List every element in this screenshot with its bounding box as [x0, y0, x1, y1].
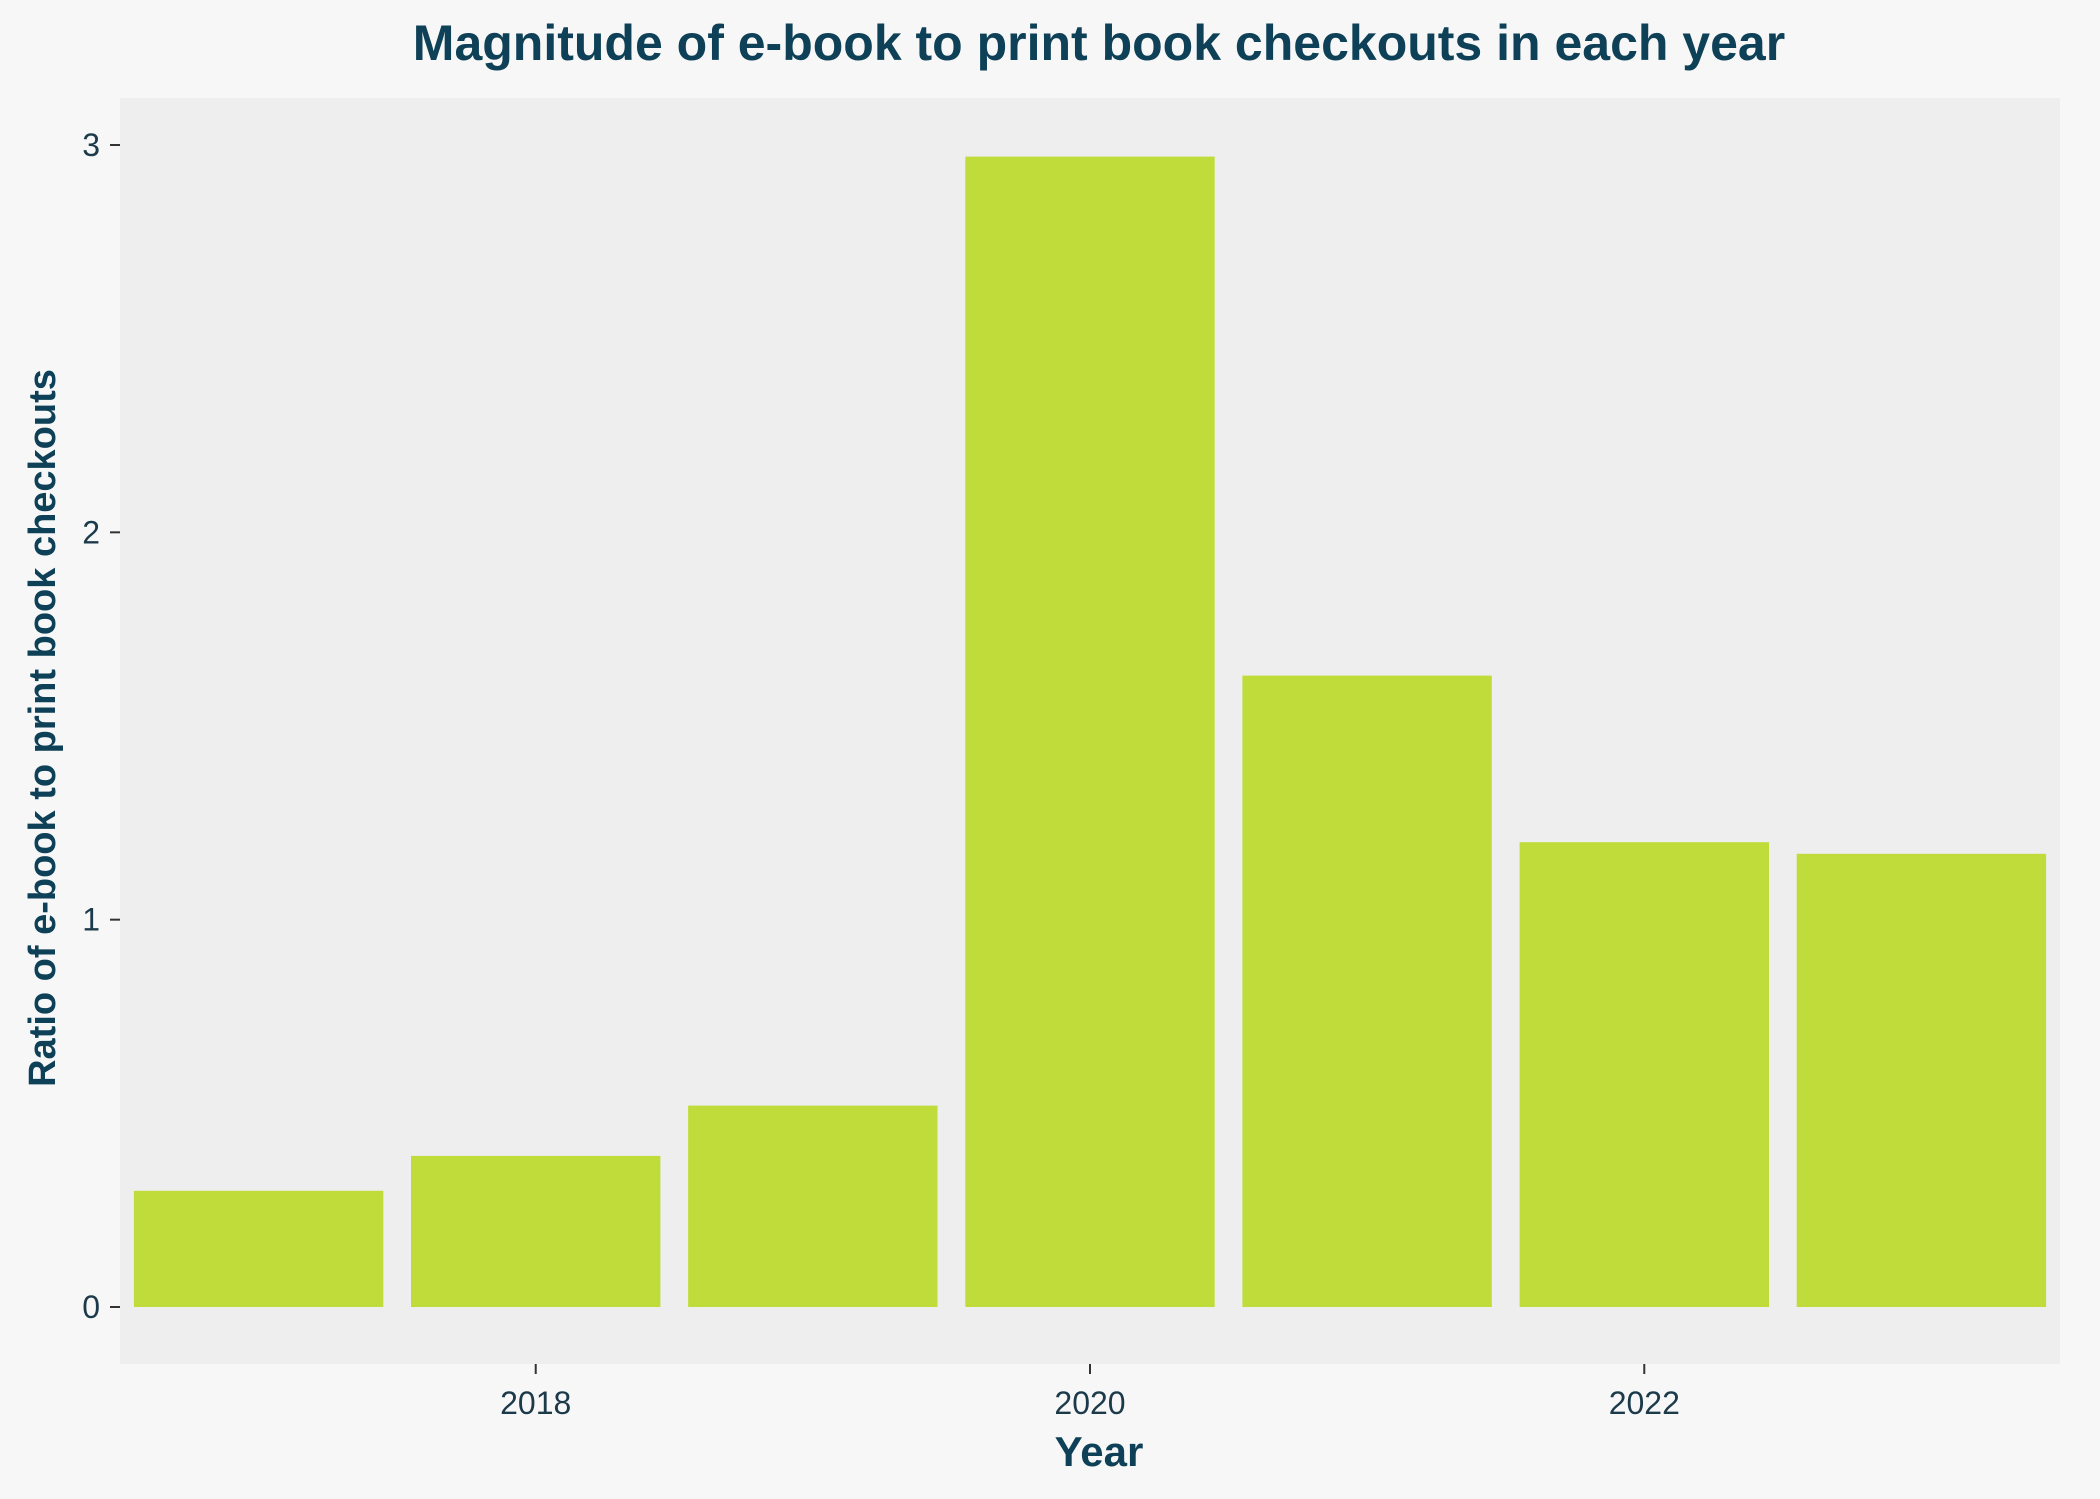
y-axis-title: Ratio of e-book to print book checkouts [22, 369, 64, 1087]
bars [133, 156, 2047, 1308]
x-tick-label: 2022 [1609, 1385, 1680, 1421]
bar-2021 [1242, 675, 1492, 1307]
x-axis-title: Year [1055, 1428, 1144, 1475]
bar-2020 [965, 156, 1215, 1308]
chart-title: Magnitude of e-book to print book checko… [413, 15, 1785, 71]
bar-2017 [133, 1190, 384, 1307]
bar-2019 [688, 1105, 938, 1307]
x-tick-label: 2018 [500, 1385, 571, 1421]
bar-2023 [1796, 853, 2047, 1307]
y-tick-label: 1 [82, 902, 100, 938]
y-tick-label: 0 [82, 1289, 100, 1325]
y-axis: 0 1 2 3 [82, 127, 120, 1325]
x-axis: 2018 2020 2022 [500, 1364, 1680, 1421]
y-tick-label: 2 [82, 514, 100, 550]
x-tick-label: 2020 [1054, 1385, 1125, 1421]
y-tick-label: 3 [82, 127, 100, 163]
bar-2022 [1519, 842, 1769, 1307]
bar-2018 [411, 1155, 661, 1307]
